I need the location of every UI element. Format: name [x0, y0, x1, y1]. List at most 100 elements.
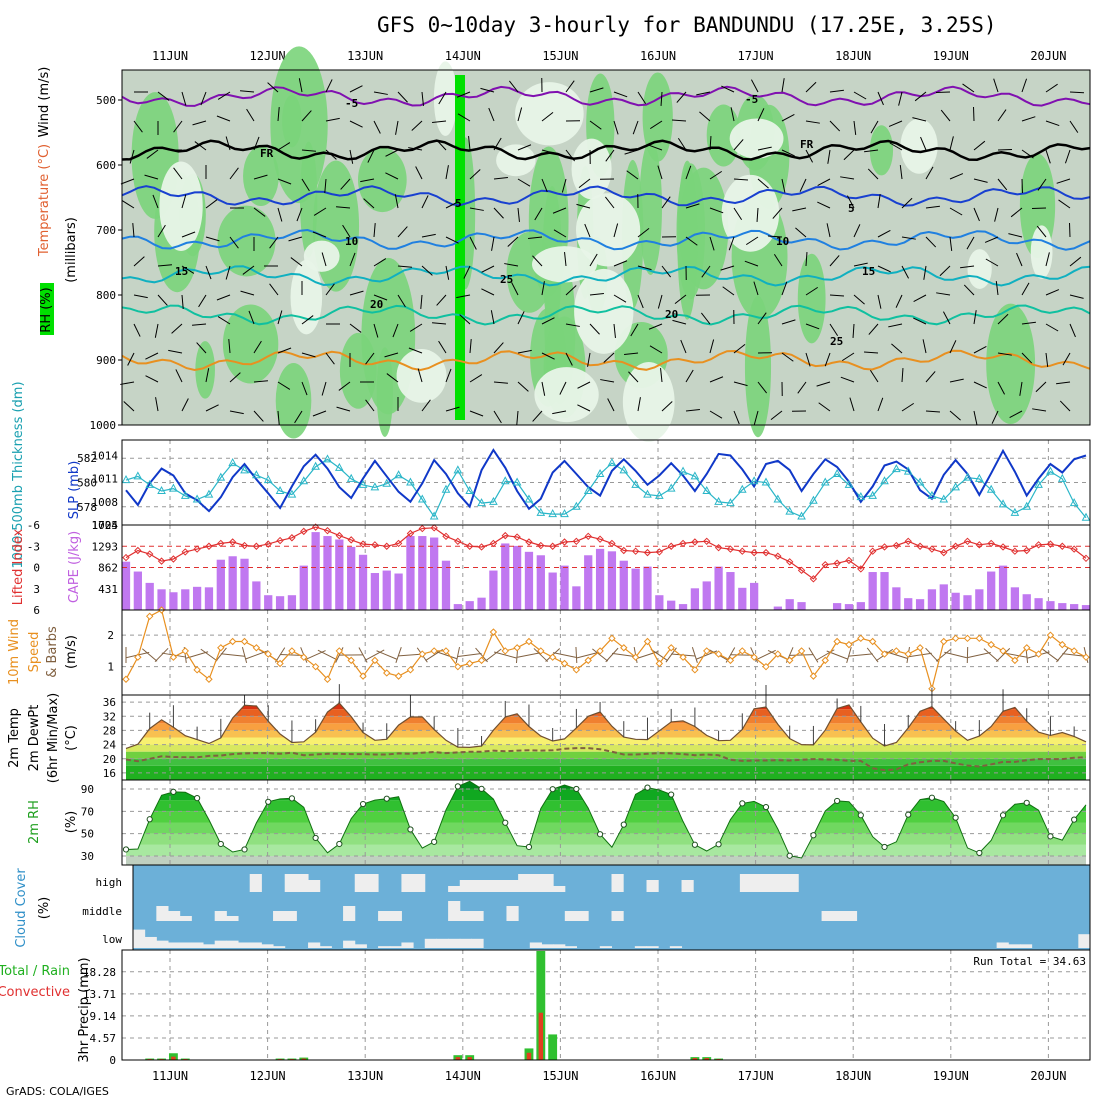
- cloud-cell-middle: [273, 911, 286, 921]
- wind-speed-point: [145, 612, 154, 621]
- thickness-point: [441, 484, 451, 493]
- cape-bar: [335, 539, 344, 610]
- cape-bar: [536, 555, 545, 610]
- wind-barb: [493, 381, 508, 384]
- wind-barb: [817, 201, 831, 209]
- wind-barb: [767, 235, 783, 238]
- wind-barb: [127, 352, 135, 366]
- wind-barb: [853, 224, 861, 238]
- wind-barb: [637, 91, 647, 105]
- wind-barb: [305, 650, 326, 660]
- wind-barb: [840, 376, 855, 383]
- lifted-index-point: [323, 526, 332, 535]
- cloud-cell-middle: [576, 911, 589, 921]
- cape-bar: [643, 566, 652, 610]
- wind-barb: [349, 252, 356, 267]
- wind-barb: [826, 223, 831, 238]
- wind-barb: [805, 120, 820, 124]
- wind-barb: [925, 205, 940, 209]
- rh-moist-area: [299, 141, 318, 258]
- thickness-point: [382, 478, 392, 487]
- wind-speed-point: [217, 644, 225, 652]
- wind-barb: [869, 369, 879, 383]
- wind-speed-point: [987, 640, 995, 649]
- wind-barb: [888, 120, 903, 127]
- wind-speed-point: [774, 650, 782, 658]
- wind-barb: [553, 229, 567, 238]
- wind-barb: [277, 410, 280, 425]
- cloud-cell-low: [459, 938, 472, 948]
- wind-barb: [997, 381, 1006, 395]
- precip-panel: 0 4.57 9.14 13.71 18.28 Run Total = 34.63 Tota…: [0, 949, 1091, 1067]
- cloud-cell-middle: [844, 911, 858, 921]
- wind-barb: [709, 410, 723, 419]
- wind-speed-point: [738, 647, 747, 655]
- cloud-cell-low: [471, 938, 484, 948]
- lifted-index-point: [928, 545, 936, 553]
- lifted-index-point: [1046, 540, 1055, 548]
- thickness-point: [323, 454, 332, 463]
- wind-speed-point: [857, 634, 865, 643]
- li-tick-label: -6: [27, 519, 40, 532]
- temp-tick-label: 32: [103, 710, 116, 723]
- wind-barb: [781, 178, 786, 193]
- wind-barb: [488, 107, 495, 122]
- cape-tick-label: 862: [98, 562, 118, 575]
- wind-barb: [577, 381, 591, 389]
- thickness-point: [951, 482, 960, 491]
- wind-barb: [709, 236, 715, 251]
- wind-speed-point: [465, 659, 474, 668]
- lifted-index-point: [1070, 545, 1078, 553]
- wind-barb: [949, 378, 964, 383]
- precip-convective-bar: [692, 1058, 698, 1060]
- lifted-index-point: [311, 523, 320, 531]
- cape-bar: [489, 570, 498, 610]
- lifted-index-point: [714, 543, 723, 552]
- wind-barb: [589, 120, 602, 130]
- rh-point: [668, 791, 675, 798]
- wind-barb: [728, 236, 735, 251]
- slp-line: [125, 448, 1087, 513]
- thickness-point: [773, 494, 783, 503]
- wind-barb: [541, 352, 555, 360]
- wind-barb: [541, 149, 556, 155]
- wind-barb: [373, 120, 381, 134]
- lifted-index-point: [987, 539, 995, 548]
- wind-barb: [301, 149, 316, 152]
- wind-barb: [565, 323, 580, 327]
- cape-bar: [441, 560, 451, 610]
- precip-total-rain-label: Total / Rain: [0, 964, 70, 979]
- cape-bar: [524, 551, 534, 610]
- cape-bar: [347, 546, 356, 610]
- thickness-point: [892, 464, 901, 473]
- wind-barb: [229, 236, 239, 249]
- thickness-point: [856, 492, 866, 501]
- pressure-tick-label: 900: [96, 354, 116, 367]
- cloud-cell-high: [774, 874, 788, 892]
- wind-barb: [744, 260, 759, 267]
- temp-band: [126, 744, 1086, 752]
- wind-barb: [365, 649, 385, 661]
- cape-bar: [240, 558, 249, 610]
- wind-barb: [720, 265, 735, 271]
- wind-speed-point: [477, 656, 486, 665]
- wind-barb: [240, 290, 255, 296]
- wind-barb: [1069, 91, 1085, 94]
- wind-barb: [816, 381, 831, 387]
- lifted-index-point: [430, 524, 438, 532]
- wind-barb: [181, 265, 195, 274]
- rh-point: [715, 841, 722, 848]
- thickness-point: [417, 494, 427, 503]
- lifted-index-point: [560, 538, 569, 546]
- cape-bar: [453, 604, 462, 610]
- wind-barb: [575, 646, 578, 664]
- wind-barb: [325, 79, 333, 93]
- lifted-index-point: [418, 524, 427, 533]
- date-label: 19JUN: [933, 49, 969, 63]
- rh-tick-label: 90: [81, 783, 94, 796]
- wind-barb: [132, 223, 135, 238]
- cloud-cell-middle: [448, 901, 461, 921]
- rh-point: [834, 797, 841, 805]
- lifted-index-axis-label: Lifted Index: [11, 528, 26, 605]
- wind-speed-point: [264, 650, 272, 658]
